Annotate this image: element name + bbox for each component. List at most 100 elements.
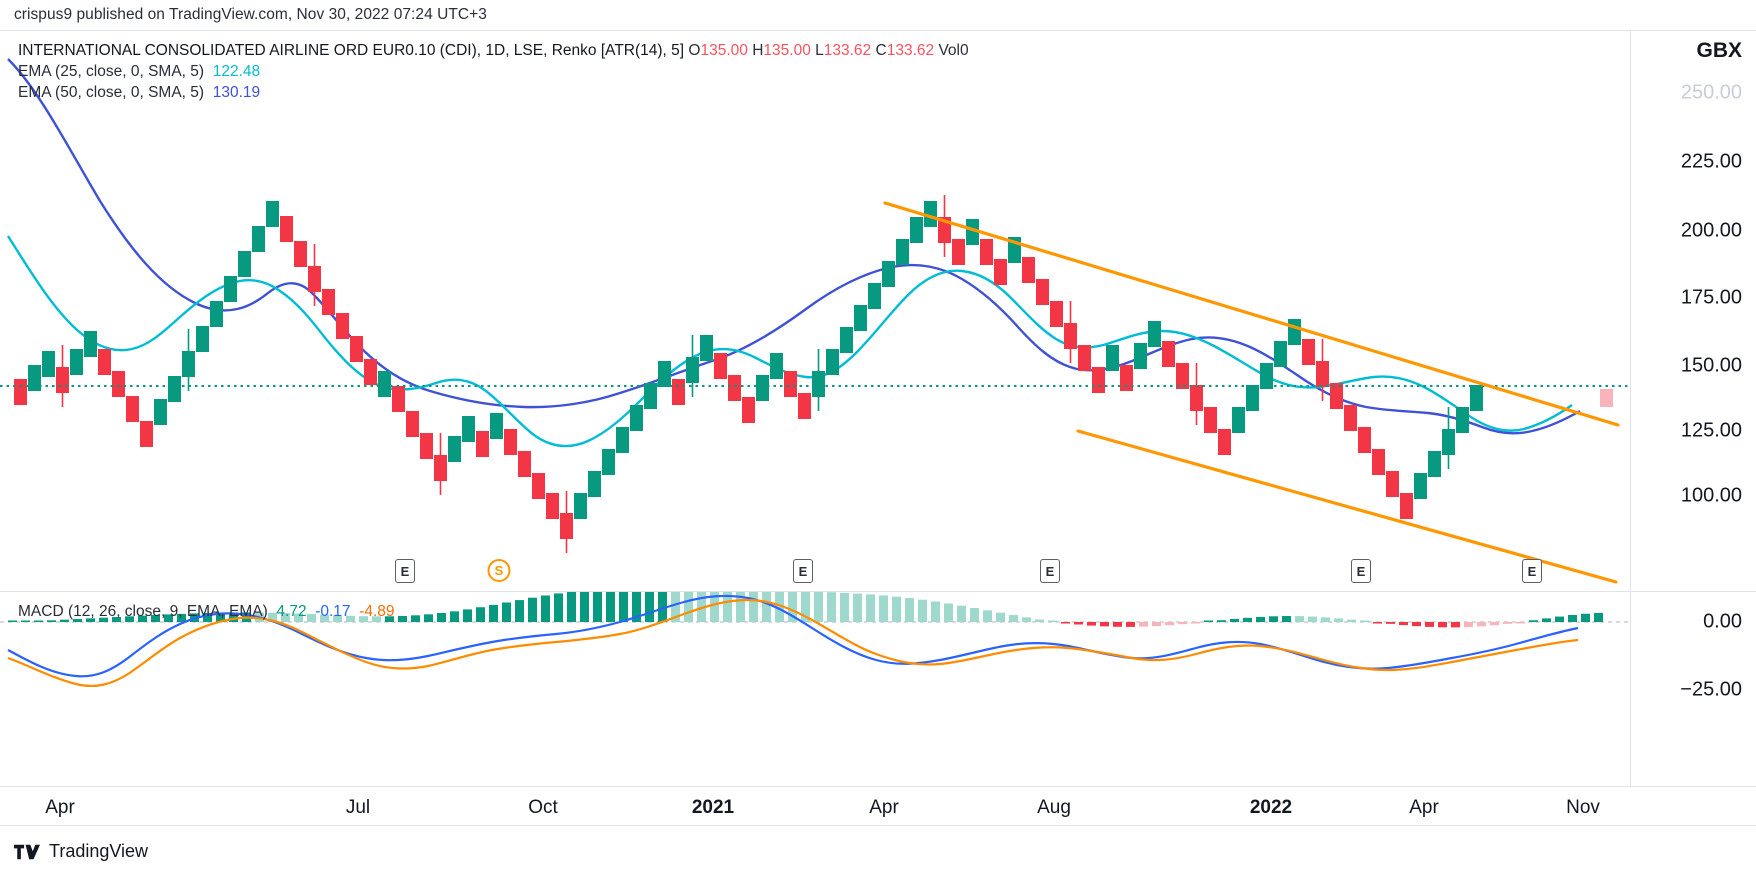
macd-histogram-bar bbox=[1126, 622, 1135, 627]
macd-histogram-bar bbox=[1165, 622, 1174, 626]
time-axis-divider bbox=[0, 786, 1756, 787]
macd-histogram-bar bbox=[1386, 622, 1395, 624]
earnings-marker-5[interactable]: E bbox=[1522, 559, 1542, 583]
time-tick-Aug: Aug bbox=[1037, 797, 1071, 818]
macd-histogram-bar bbox=[476, 607, 485, 622]
macd-histogram-bar bbox=[1295, 616, 1304, 622]
macd-histogram-bar bbox=[892, 596, 901, 622]
macd-histogram-bar bbox=[437, 612, 446, 622]
time-tick-Apr: Apr bbox=[869, 797, 899, 818]
macd-histogram-bar bbox=[1308, 616, 1317, 622]
time-tick-Apr: Apr bbox=[1409, 797, 1439, 818]
price-tick-125-00: 125.00 bbox=[1680, 419, 1742, 442]
macd-histogram-bar bbox=[814, 592, 823, 622]
macd-histogram-bar bbox=[775, 592, 784, 622]
macd-histogram-bar bbox=[1113, 622, 1122, 627]
time-axis[interactable]: Apr Jul Oct 2021 Apr Aug 2022 Apr Nov bbox=[0, 787, 1756, 827]
ema50-line bbox=[7, 58, 1581, 435]
macd-histogram-bar bbox=[918, 599, 927, 622]
macd-histogram-bar bbox=[8, 620, 17, 622]
macd-histogram-bar bbox=[177, 613, 186, 622]
macd-histogram-bar bbox=[1490, 622, 1499, 626]
macd-histogram-bar bbox=[541, 595, 550, 622]
macd-histogram-bar bbox=[463, 609, 472, 622]
macd-histogram-bar bbox=[866, 594, 875, 622]
macd-histogram-bar bbox=[294, 613, 303, 622]
macd-histogram-bar bbox=[372, 616, 381, 622]
macd-histogram-bar bbox=[229, 612, 238, 622]
macd-histogram-bar bbox=[21, 620, 30, 622]
macd-histogram-bar bbox=[515, 600, 524, 622]
time-tick-2022: 2022 bbox=[1249, 797, 1293, 818]
footer: TradingView bbox=[0, 827, 1756, 876]
macd-histogram-bar bbox=[138, 615, 147, 622]
macd-histogram-bar bbox=[203, 612, 212, 622]
time-tick-Oct: Oct bbox=[528, 797, 558, 818]
macd-histogram-bar bbox=[801, 592, 810, 622]
macd-histogram-bar bbox=[1217, 620, 1226, 622]
macd-histogram-bar bbox=[606, 592, 615, 622]
macd-histogram-bar bbox=[1035, 619, 1044, 622]
macd-histogram-bar bbox=[853, 593, 862, 622]
macd-histogram-bar bbox=[385, 616, 394, 622]
macd-histogram-bar bbox=[1542, 618, 1551, 622]
macd-histogram-bar bbox=[398, 615, 407, 622]
macd-histogram-bar bbox=[359, 616, 368, 622]
macd-histogram-bar bbox=[749, 592, 758, 622]
publisher-text: crispus9 published on TradingView.com, N… bbox=[14, 6, 487, 23]
macd-histogram-bar bbox=[645, 592, 654, 622]
macd-histogram-bar bbox=[1464, 622, 1473, 628]
macd-histogram-bar bbox=[996, 612, 1005, 622]
macd-pane[interactable]: MACD (12, 26, close, 9, EMA, EMA) 4.72 -… bbox=[0, 592, 1756, 786]
macd-histogram-bar bbox=[1191, 622, 1200, 624]
macd-histogram-bar bbox=[1282, 616, 1291, 622]
price-scale-separator bbox=[1630, 31, 1631, 787]
split-marker-1[interactable]: S bbox=[487, 559, 511, 582]
macd-histogram-bar bbox=[1074, 622, 1083, 625]
macd-histogram-bar bbox=[307, 614, 316, 622]
macd-histogram-bar bbox=[1087, 622, 1096, 626]
macd-histogram-bar bbox=[1048, 620, 1057, 622]
macd-histogram-bar bbox=[34, 620, 43, 622]
earnings-marker-0[interactable]: E bbox=[395, 559, 415, 583]
macd-histogram-bar bbox=[1230, 618, 1239, 622]
macd-plot bbox=[0, 592, 1628, 688]
earnings-marker-4[interactable]: E bbox=[1351, 559, 1371, 583]
macd-histogram-bar bbox=[151, 615, 160, 622]
price-unit-label: GBX bbox=[1696, 39, 1742, 62]
macd-histogram-bar bbox=[1568, 614, 1577, 622]
macd-histogram-bar bbox=[840, 592, 849, 622]
macd-histogram-bar bbox=[1256, 616, 1265, 622]
macd-histogram-bar bbox=[1360, 620, 1369, 622]
earnings-marker-3[interactable]: E bbox=[1040, 559, 1060, 583]
macd-histogram-bar bbox=[931, 601, 940, 622]
macd-histogram-bar bbox=[827, 592, 836, 622]
price-tick-175-00: 175.00 bbox=[1680, 286, 1742, 309]
macd-histogram-bar bbox=[216, 612, 225, 622]
earnings-marker-2[interactable]: E bbox=[793, 559, 813, 583]
price-tick-150-00: 150.00 bbox=[1680, 354, 1742, 377]
macd-histogram-bar bbox=[1581, 613, 1590, 622]
macd-histogram-bar bbox=[983, 610, 992, 622]
macd-histogram-bar bbox=[632, 592, 641, 622]
macd-histogram-bar bbox=[86, 618, 95, 622]
chart-frame: INTERNATIONAL CONSOLIDATED AIRLINE ORD E… bbox=[0, 30, 1756, 826]
price-pane[interactable]: INTERNATIONAL CONSOLIDATED AIRLINE ORD E… bbox=[0, 31, 1756, 591]
macd-histogram-bar bbox=[1009, 615, 1018, 622]
macd-tick-000: 0.00 bbox=[1703, 610, 1742, 633]
macd-histogram-bar bbox=[411, 615, 420, 622]
macd-histogram-bar bbox=[554, 593, 563, 622]
time-tick-2021: 2021 bbox=[691, 797, 735, 818]
macd-histogram-bar bbox=[1321, 617, 1330, 622]
pane-divider bbox=[0, 591, 1756, 592]
macd-histogram-bar bbox=[450, 611, 459, 622]
macd-histogram-bar bbox=[528, 597, 537, 622]
macd-histogram-bar bbox=[320, 614, 329, 622]
macd-histogram-bar bbox=[1022, 617, 1031, 622]
price-tick-100-00: 100.00 bbox=[1680, 484, 1742, 507]
macd-histogram-bar bbox=[125, 616, 134, 622]
macd-histogram-bar bbox=[1399, 622, 1408, 626]
macd-histogram-bar bbox=[281, 613, 290, 622]
macd-histogram-bar bbox=[1477, 622, 1486, 627]
